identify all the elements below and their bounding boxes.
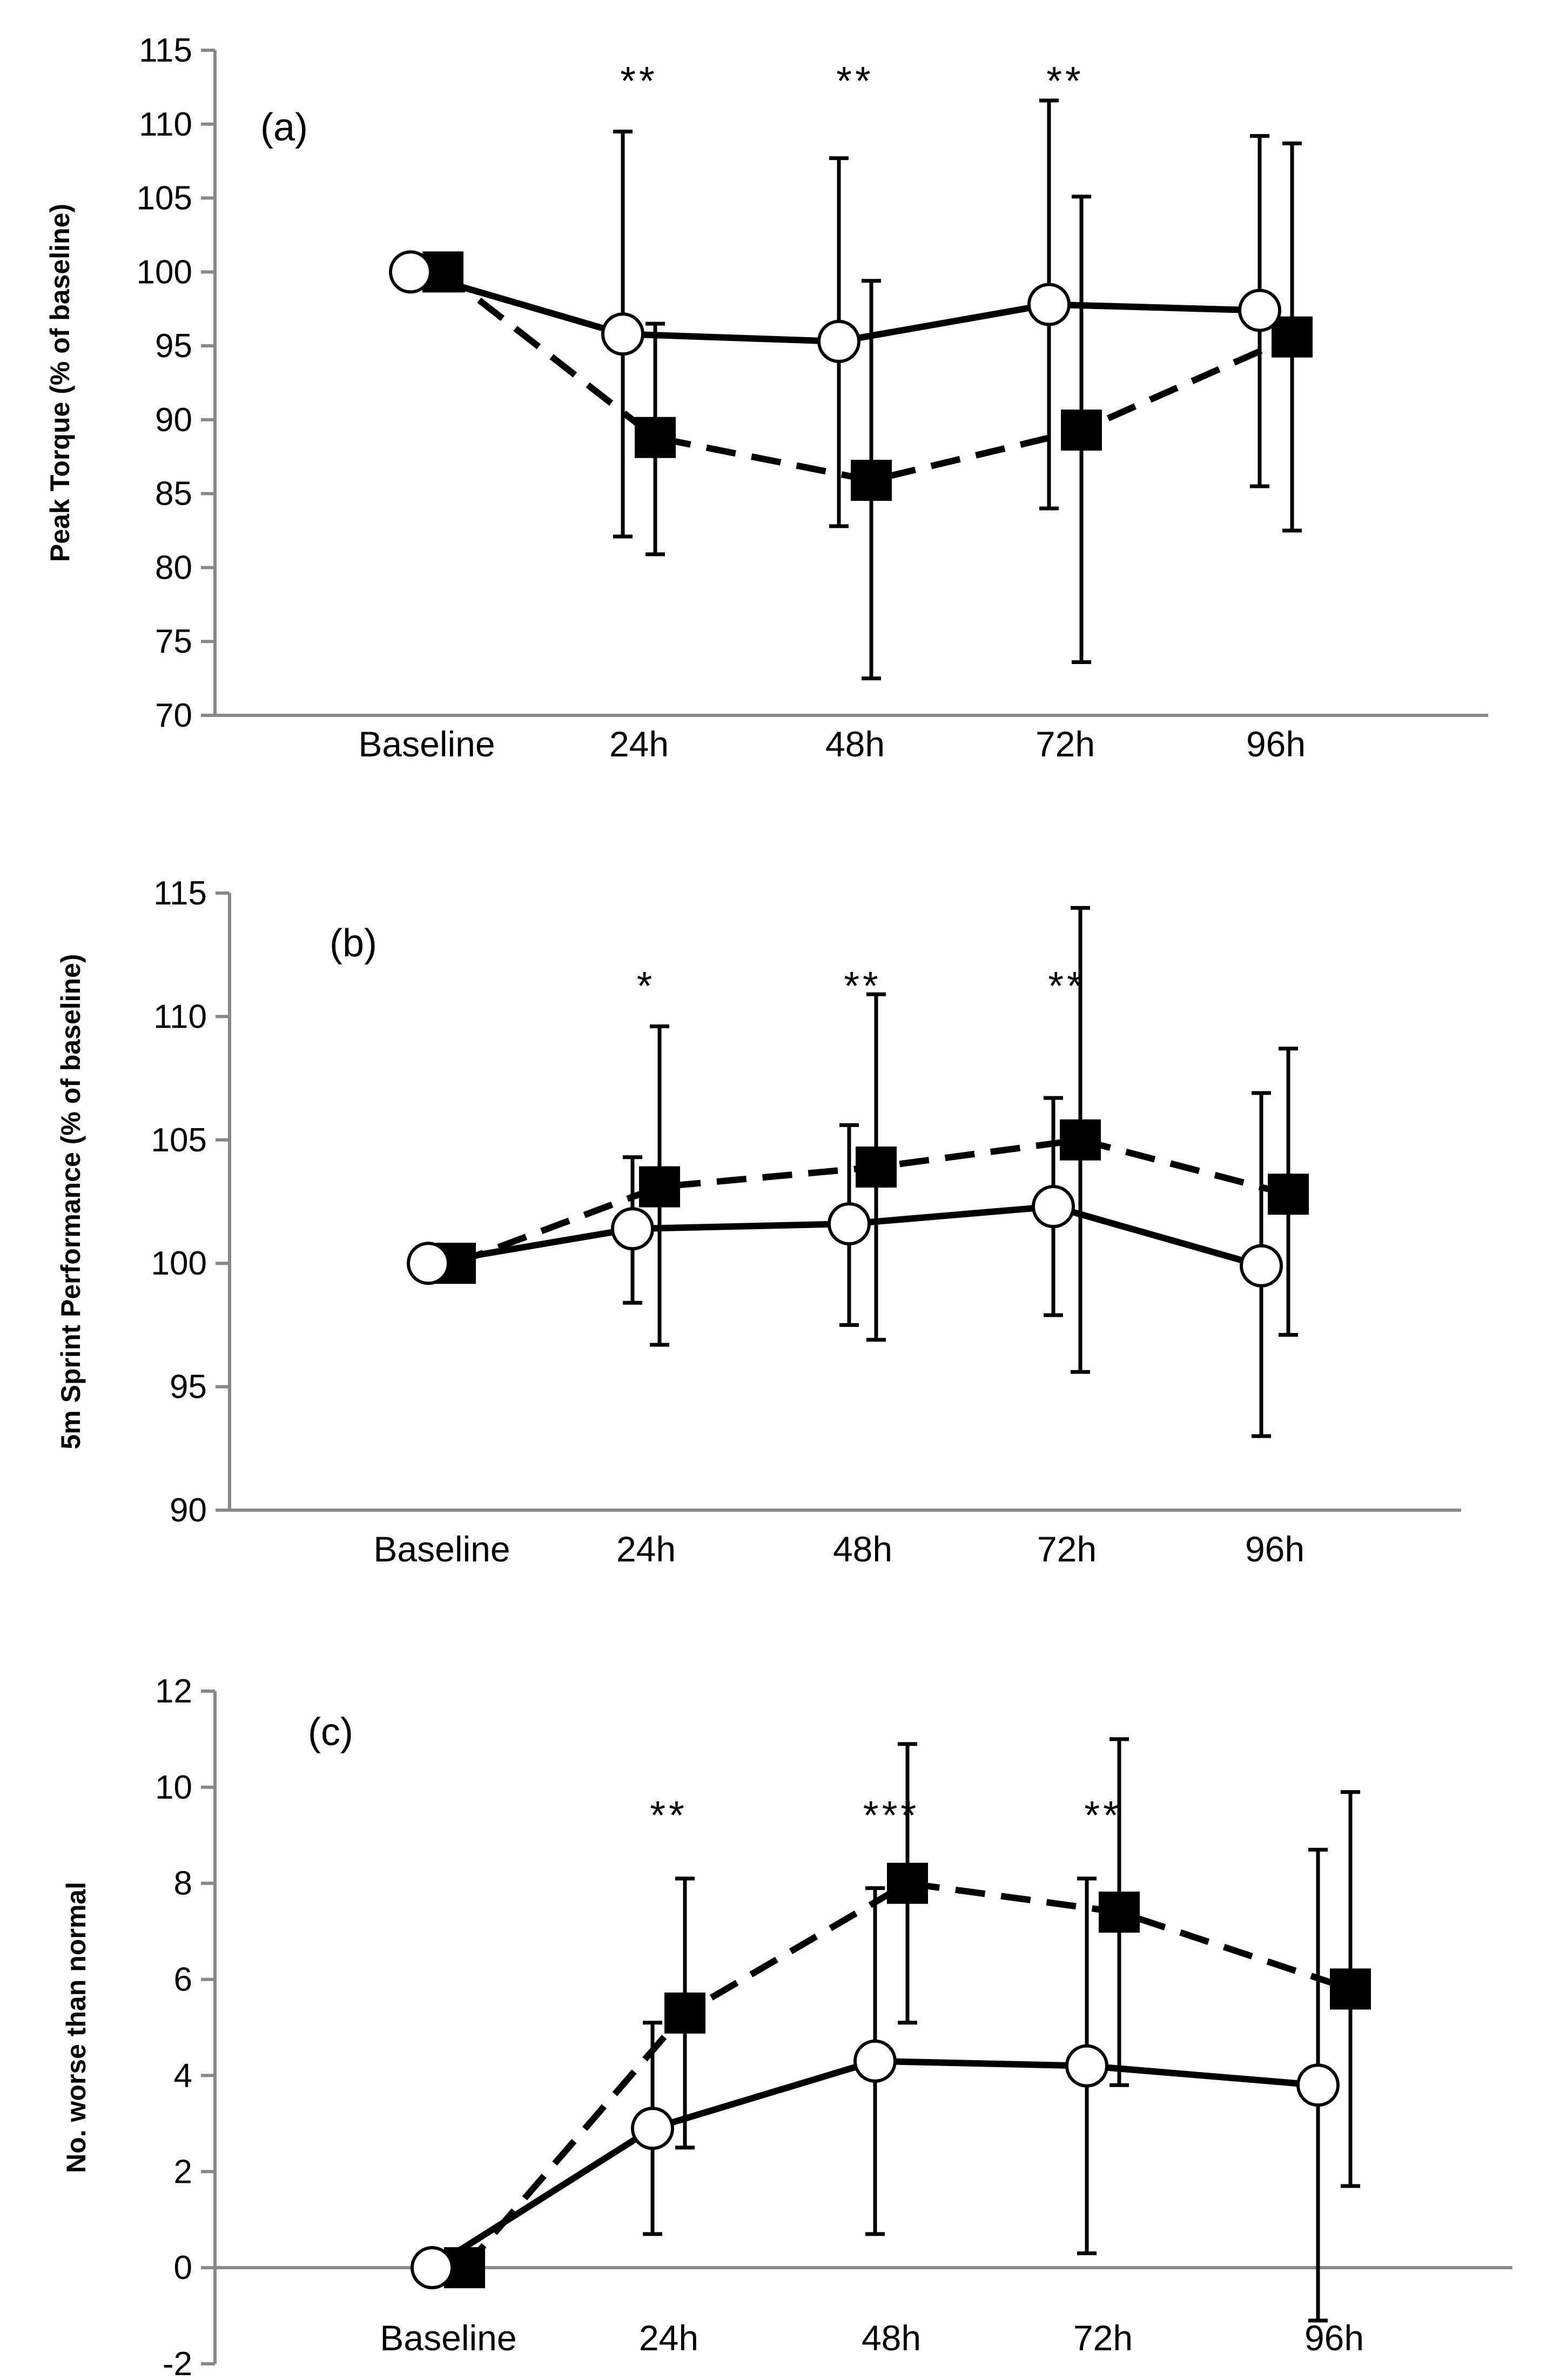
- y-tick-label: 85: [155, 475, 192, 513]
- y-tick-label: 70: [155, 697, 192, 734]
- panel-label: (b): [330, 922, 377, 965]
- x-tick-label: 72h: [1073, 2318, 1133, 2358]
- data-point-square: [635, 417, 676, 458]
- significance-marker: *: [637, 963, 656, 1008]
- data-point-square: [1060, 1119, 1101, 1161]
- y-tick-label: 95: [170, 1369, 207, 1406]
- data-point-circle: [411, 2246, 454, 2290]
- x-tick-label: 24h: [609, 724, 669, 764]
- x-tick-label: 24h: [616, 1529, 676, 1569]
- x-tick-label: 96h: [1305, 2318, 1364, 2358]
- data-point-circle: [611, 1207, 654, 1251]
- data-point-square: [856, 1147, 897, 1188]
- series-line-dashed: [441, 269, 1294, 484]
- data-point-square: [1099, 1892, 1140, 1933]
- data-point-square: [639, 1166, 680, 1208]
- data-point-circle: [853, 2039, 897, 2083]
- data-point-circle: [828, 1202, 871, 1246]
- y-tick-label: 115: [139, 32, 192, 69]
- significance-marker: **: [1048, 963, 1086, 1008]
- data-point-circle: [631, 2107, 674, 2150]
- significance-marker: **: [620, 58, 658, 103]
- panel-b: 90 95 100 105 110 115 Baseline 24h 48h 72h 96h 5m S…: [56, 875, 1461, 1569]
- y-axis-label: No. worse than normal: [61, 1882, 91, 2173]
- significance-marker: **: [650, 1793, 688, 1838]
- data-point-circle: [1238, 289, 1281, 332]
- panel-label: (a): [260, 106, 308, 149]
- data-point-square: [1061, 410, 1102, 451]
- panel-c: -2 0 2 4 6 8 10 12 Baseline 24h 48h 72h 96h No. worse…: [61, 1673, 1512, 2380]
- y-tick-label: 110: [153, 998, 207, 1035]
- y-tick-label: 105: [151, 1122, 207, 1159]
- y-tick-label: 105: [137, 180, 192, 217]
- y-tick-label: 0: [174, 2249, 192, 2287]
- x-tick-label: Baseline: [380, 2318, 516, 2358]
- y-tick-label: 6: [174, 1961, 192, 1999]
- data-point-circle: [407, 1242, 450, 1285]
- data-point-circle: [1032, 1185, 1075, 1229]
- panel-a: 70 75 80 85 90 95 100 105 110 115 Baseline 24h 48h 72…: [45, 32, 1488, 764]
- data-point-circle: [1240, 1244, 1283, 1288]
- x-tick-label: Baseline: [373, 1529, 510, 1569]
- y-tick-label: 2: [174, 2153, 192, 2190]
- y-tick-label: 100: [137, 253, 192, 291]
- significance-marker: **: [836, 58, 874, 103]
- significance-marker: ***: [863, 1793, 919, 1838]
- y-tick-label: 90: [155, 401, 192, 439]
- x-tick-label: 72h: [1035, 724, 1095, 764]
- y-tick-label: 110: [139, 106, 192, 143]
- y-tick-label: 100: [151, 1245, 207, 1282]
- y-tick-label: 10: [155, 1769, 192, 1806]
- data-point-circle: [817, 319, 860, 363]
- y-tick-label: 115: [153, 875, 207, 912]
- x-tick-label: 48h: [825, 724, 885, 764]
- data-point-square: [664, 1992, 705, 2034]
- significance-marker: **: [1046, 58, 1084, 103]
- y-axis-label: Peak Torque (% of baseline): [45, 204, 75, 562]
- x-tick-label: 24h: [639, 2318, 698, 2358]
- x-tick-label: 48h: [862, 2318, 921, 2358]
- x-tick-label: 48h: [833, 1529, 892, 1569]
- y-tick-label: 8: [174, 1865, 192, 1902]
- data-point-square: [887, 1862, 928, 1904]
- x-tick-label: 96h: [1245, 1529, 1305, 1569]
- data-point-circle: [1296, 2063, 1340, 2107]
- significance-marker: **: [1084, 1793, 1122, 1838]
- significance-marker: **: [844, 963, 882, 1008]
- data-point-square: [851, 460, 892, 501]
- data-point-circle: [601, 312, 644, 356]
- data-point-square: [1330, 1968, 1371, 2010]
- y-tick-label: 75: [155, 623, 192, 660]
- data-point-square: [1268, 1174, 1309, 1215]
- x-tick-label: 96h: [1246, 724, 1306, 764]
- y-tick-label: 95: [155, 327, 192, 365]
- y-tick-label: -2: [163, 2345, 192, 2380]
- data-point-square: [1272, 316, 1313, 358]
- panel-label: (c): [308, 1711, 353, 1754]
- x-tick-label: 72h: [1037, 1529, 1097, 1569]
- y-tick-label: 80: [155, 549, 192, 586]
- data-point-circle: [1065, 2044, 1108, 2088]
- y-tick-label: 90: [170, 1492, 207, 1529]
- y-tick-label: 4: [174, 2057, 192, 2094]
- series-line-dashed: [462, 1880, 1351, 2270]
- x-tick-label: Baseline: [358, 724, 495, 764]
- data-point-circle: [1027, 283, 1071, 326]
- y-axis-label: 5m Sprint Performance (% of baseline): [56, 954, 86, 1450]
- data-point-circle: [389, 250, 432, 294]
- y-tick-label: 12: [155, 1673, 192, 1710]
